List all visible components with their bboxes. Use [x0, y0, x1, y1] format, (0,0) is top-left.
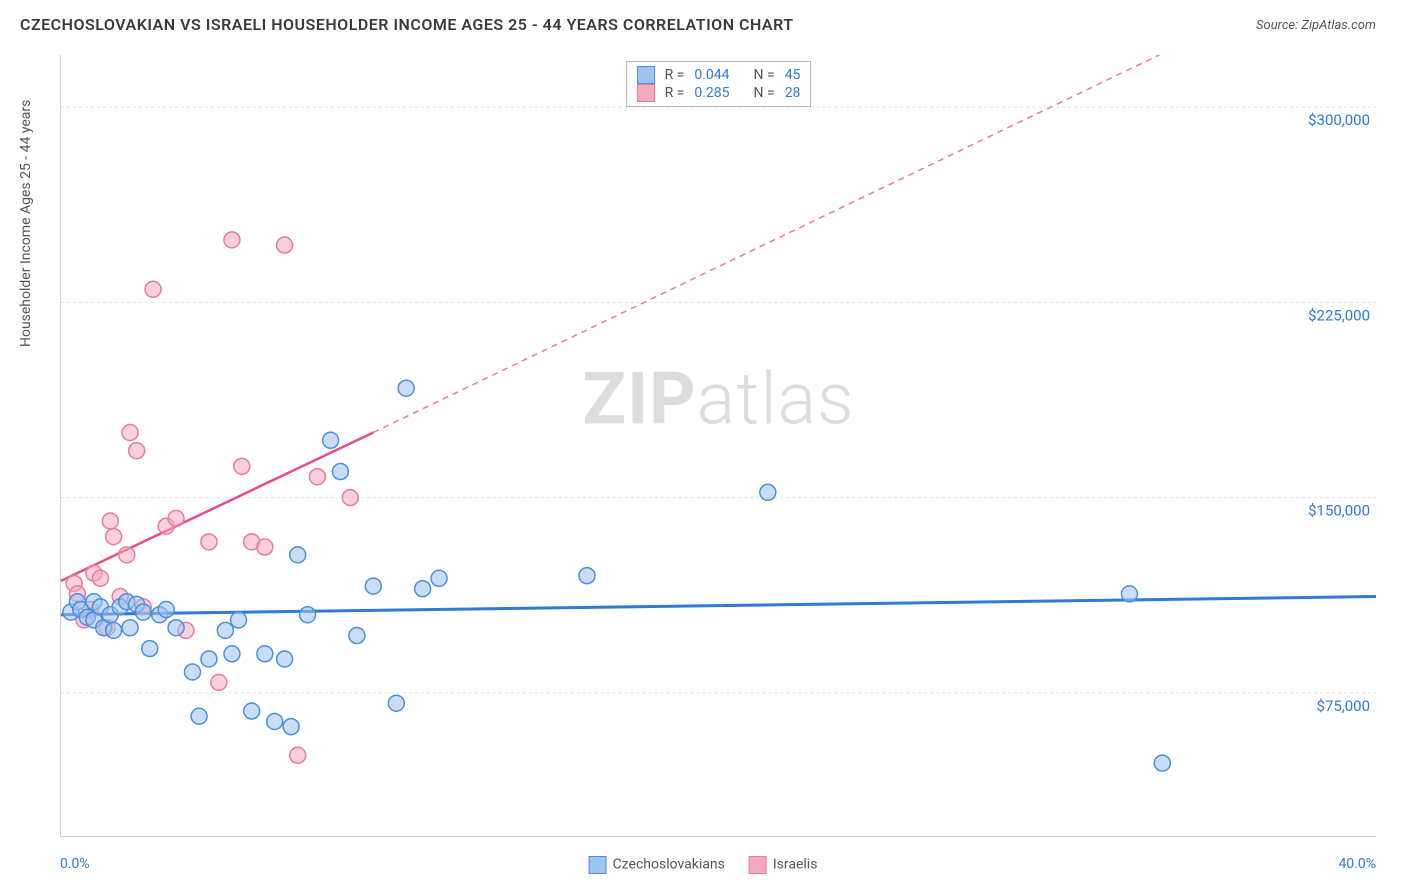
- r-value: 0.285: [694, 85, 729, 101]
- legend-swatch: [637, 66, 655, 84]
- chart-plot-area: $75,000$150,000$225,000$300,000 ZIPatlas…: [60, 55, 1376, 837]
- y-axis-label: Householder Income Ages 25 - 44 years: [18, 100, 34, 347]
- source-attribution: Source: ZipAtlas.com: [1256, 18, 1376, 33]
- chart-title: CZECHOSLOVAKIAN VS ISRAELI HOUSEHOLDER I…: [20, 15, 794, 34]
- stats-legend-row: R = 0.285 N = 28: [637, 84, 801, 102]
- n-label: N =: [754, 85, 775, 101]
- svg-text:$150,000: $150,000: [1308, 502, 1370, 520]
- svg-text:$75,000: $75,000: [1317, 697, 1370, 715]
- legend-label: Israelis: [773, 857, 818, 873]
- n-value: 45: [785, 67, 801, 83]
- chart-svg: $75,000 $150,000 $225,000 $300,000: [61, 55, 1376, 836]
- stats-legend: R = 0.044 N = 45 R = 0.285 N = 28: [626, 61, 812, 107]
- legend-swatch: [637, 84, 655, 102]
- legend-swatch: [749, 856, 767, 874]
- n-value: 28: [785, 85, 801, 101]
- x-axis-max-label: 40.0%: [1338, 856, 1376, 872]
- x-axis-min-label: 0.0%: [60, 856, 90, 872]
- r-label: R =: [665, 85, 685, 101]
- r-value: 0.044: [694, 67, 729, 83]
- stats-legend-row: R = 0.044 N = 45: [637, 66, 801, 84]
- legend-swatch: [589, 856, 607, 874]
- n-label: N =: [754, 67, 775, 83]
- series-legend: Czechoslovakians Israelis: [589, 856, 818, 874]
- svg-text:$225,000: $225,000: [1308, 306, 1370, 324]
- r-label: R =: [665, 67, 685, 83]
- svg-text:$300,000: $300,000: [1308, 111, 1370, 129]
- legend-label: Czechoslovakians: [613, 857, 725, 873]
- legend-item: Czechoslovakians: [589, 856, 725, 874]
- legend-item: Israelis: [749, 856, 818, 874]
